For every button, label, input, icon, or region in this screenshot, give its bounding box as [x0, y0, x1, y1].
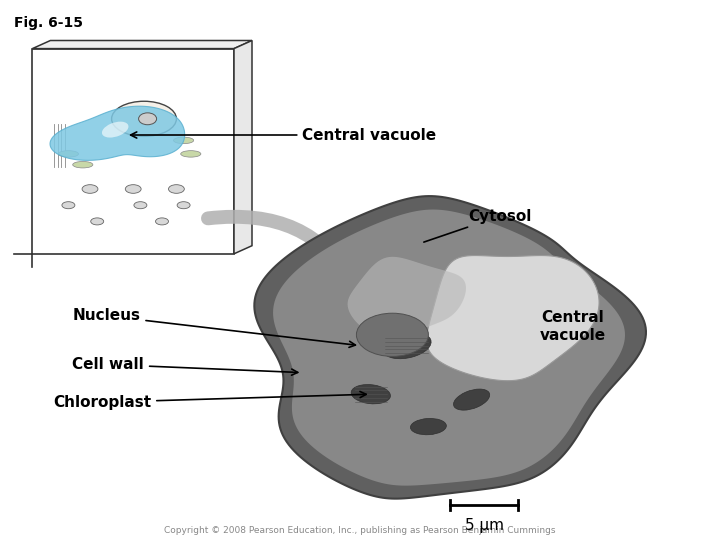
- Ellipse shape: [82, 185, 98, 193]
- Ellipse shape: [168, 185, 184, 193]
- Text: Fig. 6-15: Fig. 6-15: [14, 16, 84, 30]
- Text: 5 µm: 5 µm: [464, 518, 504, 534]
- Text: Nucleus: Nucleus: [73, 308, 356, 347]
- Ellipse shape: [454, 389, 490, 410]
- Text: Cell wall: Cell wall: [72, 357, 298, 375]
- Ellipse shape: [62, 201, 75, 208]
- Text: Cytosol: Cytosol: [424, 208, 532, 242]
- Polygon shape: [426, 255, 599, 381]
- Ellipse shape: [174, 137, 194, 144]
- Text: Central
vacuole: Central vacuole: [539, 310, 606, 343]
- Ellipse shape: [125, 185, 141, 193]
- Ellipse shape: [181, 151, 201, 157]
- Ellipse shape: [134, 201, 147, 208]
- Polygon shape: [234, 40, 252, 254]
- Ellipse shape: [177, 201, 190, 208]
- FancyArrowPatch shape: [208, 217, 351, 284]
- Ellipse shape: [112, 102, 176, 137]
- Ellipse shape: [410, 418, 446, 435]
- Ellipse shape: [382, 333, 431, 359]
- Text: Central vacuole: Central vacuole: [130, 127, 436, 143]
- Ellipse shape: [58, 151, 78, 157]
- Ellipse shape: [102, 122, 128, 138]
- Polygon shape: [348, 257, 466, 337]
- Ellipse shape: [73, 161, 93, 168]
- Text: Copyright © 2008 Pearson Education, Inc., publishing as Pearson Benjamin Cumming: Copyright © 2008 Pearson Education, Inc.…: [164, 525, 556, 535]
- FancyBboxPatch shape: [32, 49, 234, 254]
- Ellipse shape: [156, 218, 168, 225]
- Polygon shape: [254, 196, 646, 498]
- Ellipse shape: [139, 113, 157, 125]
- Polygon shape: [32, 40, 252, 49]
- Ellipse shape: [356, 313, 428, 356]
- Ellipse shape: [351, 384, 390, 404]
- Ellipse shape: [91, 218, 104, 225]
- Polygon shape: [50, 106, 184, 160]
- Text: Chloroplast: Chloroplast: [53, 392, 366, 410]
- Polygon shape: [273, 210, 625, 485]
